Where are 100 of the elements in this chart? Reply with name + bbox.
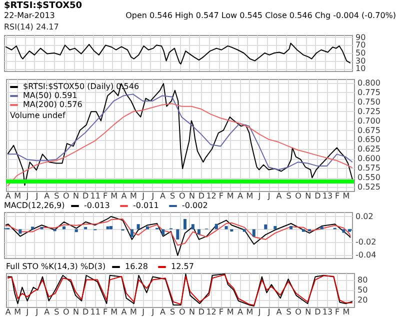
x-tick-label: O bbox=[178, 308, 186, 316]
y-tick-label: 0.550 bbox=[358, 173, 380, 182]
x-tick-label: F bbox=[335, 192, 340, 200]
x-tick-label: M bbox=[130, 308, 138, 316]
y-tick-label: 0.02 bbox=[356, 212, 374, 221]
x-tick-label: M bbox=[14, 192, 22, 200]
line-series bbox=[5, 218, 351, 246]
x-tick-label: O bbox=[63, 308, 70, 316]
bar bbox=[176, 229, 180, 240]
x-tick-label: O bbox=[178, 192, 186, 200]
y-tick-label: 80 bbox=[358, 275, 368, 284]
x-tick-label: J bbox=[257, 192, 261, 200]
x-tick-label: M bbox=[14, 308, 22, 316]
x-tick-label: M bbox=[342, 192, 350, 200]
x-tick-label: A bbox=[44, 308, 50, 316]
x-tick-label: D bbox=[198, 192, 205, 200]
bar bbox=[214, 224, 218, 230]
x-tick-label: A bbox=[5, 308, 12, 316]
x-tick-label: A bbox=[160, 192, 166, 200]
x-tick-label: N bbox=[305, 192, 312, 200]
annotation: Volume undef bbox=[10, 111, 66, 120]
x-tick-label: F bbox=[218, 308, 224, 316]
y-tick-label: 0.600 bbox=[358, 154, 380, 164]
x-tick-label: A bbox=[5, 192, 12, 200]
x-tick-label: 11 bbox=[90, 308, 100, 316]
x-tick-label: S bbox=[170, 308, 176, 316]
x-tick-label: D bbox=[314, 308, 321, 316]
bar bbox=[264, 224, 268, 230]
bar bbox=[302, 229, 305, 232]
x-tick-label: M bbox=[110, 308, 118, 316]
x-tick-label: O bbox=[63, 192, 70, 200]
x-tick-label: F bbox=[335, 308, 340, 316]
bar bbox=[183, 219, 186, 230]
x-tick-label: F bbox=[102, 308, 108, 316]
x-tick-label: M bbox=[226, 192, 234, 200]
line-series bbox=[7, 83, 353, 186]
legend-label: MA(50) 0.591 bbox=[23, 91, 78, 100]
y-tick-label: 0.800 bbox=[358, 78, 380, 88]
x-tick-label: M bbox=[246, 192, 254, 200]
x-tick-label: A bbox=[160, 308, 166, 316]
bar bbox=[130, 229, 134, 237]
legend-label: 12.57 bbox=[171, 262, 194, 271]
y-tick-label: 50 bbox=[356, 48, 366, 58]
x-tick-label: 13 bbox=[322, 308, 333, 316]
x-tick-label: 12 bbox=[206, 192, 216, 200]
x-tick-label: D bbox=[82, 192, 89, 200]
bar bbox=[146, 226, 150, 230]
x-tick-label: A bbox=[237, 192, 244, 200]
x-tick-label: J bbox=[266, 308, 270, 316]
x-tick-label: O bbox=[295, 192, 302, 200]
y-tick-label: 50 bbox=[358, 286, 368, 294]
x-tick-label: M bbox=[342, 308, 350, 316]
text: Open 0.546 High 0.547 Low 0.545 Close 0.546 Chg -0.004 (-0.70%) bbox=[126, 11, 396, 21]
legend-label: -0.002 bbox=[182, 201, 208, 210]
bar bbox=[191, 224, 194, 230]
x-tick-label: S bbox=[286, 308, 292, 316]
bar bbox=[31, 226, 34, 230]
y-tick-label: 10 bbox=[356, 64, 366, 74]
x-tick-label: F bbox=[218, 192, 224, 200]
x-tick-label: 12 bbox=[206, 308, 216, 316]
x-tick-label: A bbox=[121, 308, 128, 316]
bar bbox=[274, 226, 277, 230]
line-series bbox=[7, 94, 353, 170]
y-tick-label: 70 bbox=[356, 40, 366, 50]
line-series bbox=[5, 42, 351, 64]
x-tick-label: J bbox=[266, 192, 270, 200]
x-tick-label: A bbox=[237, 308, 244, 316]
y-tick-label: -0.02 bbox=[356, 238, 376, 247]
chart-title: Full STO %K(14,3) %D(3) bbox=[6, 262, 106, 271]
x-tick-label: O bbox=[295, 308, 302, 316]
x-tick-label: S bbox=[54, 308, 60, 316]
x-tick-label: J bbox=[257, 308, 261, 316]
x-tick-label: J bbox=[25, 308, 29, 316]
y-tick-label: 0.525 bbox=[358, 182, 380, 192]
text: $RTSI:$STOX50 bbox=[4, 1, 82, 11]
y-tick-label: -0.04 bbox=[356, 250, 376, 260]
x-tick-label: J bbox=[150, 308, 154, 316]
x-tick-label: A bbox=[121, 192, 128, 200]
x-tick-label: J bbox=[141, 192, 145, 200]
bar bbox=[290, 226, 293, 230]
x-tick-label: S bbox=[286, 192, 292, 200]
y-tick-label: 0.700 bbox=[358, 116, 380, 126]
x-tick-label: N bbox=[305, 308, 312, 316]
bar bbox=[62, 226, 66, 230]
chart-title: MACD(12,26,9) bbox=[4, 201, 65, 210]
bar bbox=[342, 229, 346, 233]
y-tick-label: 0.725 bbox=[358, 106, 380, 116]
x-tick-label: S bbox=[54, 192, 60, 200]
x-tick-label: M bbox=[226, 308, 234, 316]
y-tick-label: 0.750 bbox=[358, 97, 380, 106]
x-tick-label: J bbox=[34, 308, 38, 316]
bar bbox=[252, 229, 256, 237]
x-tick-label: S bbox=[170, 192, 176, 200]
bar bbox=[106, 226, 110, 230]
x-tick-label: J bbox=[34, 192, 38, 200]
x-tick-label: N bbox=[188, 192, 195, 200]
x-tick-label: J bbox=[150, 192, 154, 200]
line-series bbox=[5, 216, 351, 256]
x-tick-label: 11 bbox=[90, 192, 100, 200]
bar bbox=[320, 226, 324, 230]
